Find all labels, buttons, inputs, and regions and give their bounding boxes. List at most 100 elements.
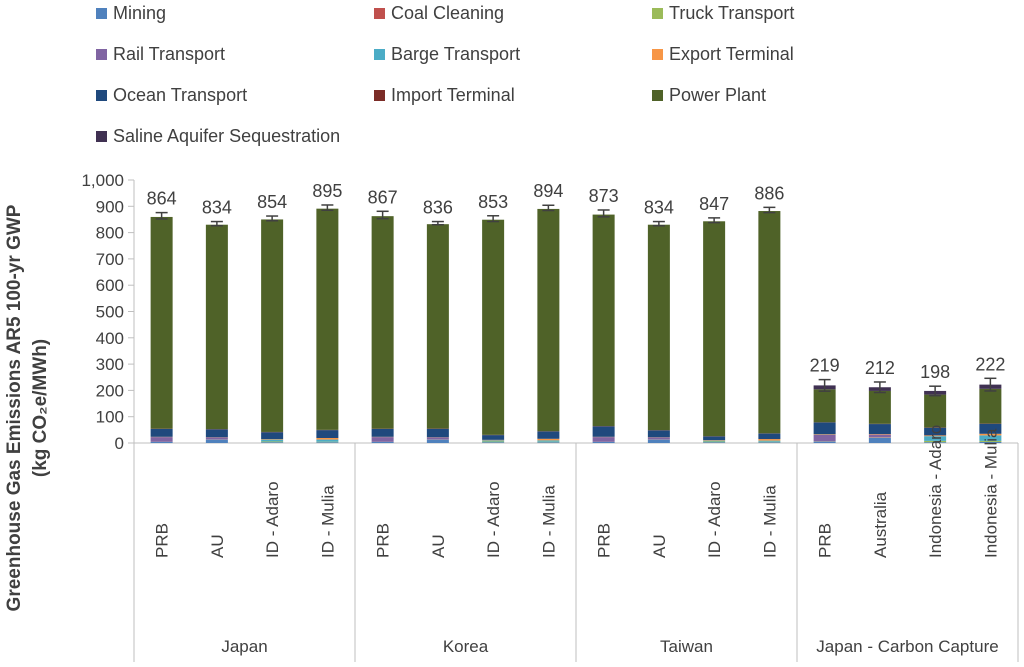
data-label-total: 873 — [589, 186, 619, 206]
legend-swatch — [96, 49, 107, 60]
bar-segment-ocean-transport — [758, 434, 780, 440]
bar-segment-power-plant — [979, 389, 1001, 424]
data-label-total: 867 — [368, 187, 398, 207]
legend-label: Mining — [113, 3, 166, 23]
legend-label: Barge Transport — [391, 44, 520, 64]
bar-segment-barge-transport — [537, 440, 559, 441]
bar-segment-rail-transport — [206, 437, 228, 439]
bar-segment-rail-transport — [372, 437, 394, 442]
bar-segment-ocean-transport — [482, 435, 504, 440]
bar-segment-rail-transport — [648, 437, 670, 439]
bar-segment-mining — [372, 442, 394, 443]
bar-segment-barge-transport — [316, 440, 338, 442]
group-label: Taiwan — [660, 637, 713, 656]
bar-segment-mining — [869, 438, 891, 443]
bar-segment-export-terminal — [869, 434, 891, 435]
category-label: AU — [208, 534, 227, 558]
y-tick-label: 100 — [96, 408, 124, 427]
data-label-total: 895 — [312, 181, 342, 201]
legend-swatch — [96, 131, 107, 142]
legend-swatch — [652, 49, 663, 60]
y-tick-label: 800 — [96, 224, 124, 243]
bar-segment-power-plant — [814, 389, 836, 422]
category-label: AU — [650, 534, 669, 558]
data-label-total: 212 — [865, 358, 895, 378]
y-tick-label: 900 — [96, 197, 124, 216]
bar-segment-rail-transport — [151, 437, 173, 442]
category-label: ID - Adaro — [263, 481, 282, 558]
y-tick-label: 600 — [96, 276, 124, 295]
bar-segment-barge-transport — [482, 440, 504, 441]
bar-segment-ocean-transport — [593, 426, 615, 437]
bar-segment-truck-transport — [316, 442, 338, 443]
bar-segment-ocean-transport — [869, 424, 891, 434]
bar-segment-barge-transport — [703, 441, 725, 442]
bar-segment-ocean-transport — [537, 431, 559, 438]
legend-label: Import Terminal — [391, 85, 515, 105]
bar-segment-mining — [206, 440, 228, 443]
bar-segment-power-plant — [648, 225, 670, 430]
legend-swatch — [96, 8, 107, 19]
bar-segment-power-plant — [427, 224, 449, 428]
data-label-total: 847 — [699, 194, 729, 214]
category-label: PRB — [153, 523, 172, 558]
category-label: PRB — [816, 523, 835, 558]
data-label-total: 853 — [478, 192, 508, 212]
bar-segment-export-terminal — [814, 434, 836, 435]
bar-segment-mining — [261, 442, 283, 443]
y-tick-label: 500 — [96, 303, 124, 322]
category-label: ID - Mulia — [539, 485, 558, 558]
bar-segment-truck-transport — [482, 441, 504, 442]
group-label: Japan — [221, 637, 267, 656]
bar-segment-mining — [316, 442, 338, 443]
category-label: ID - Mulia — [318, 485, 337, 558]
data-label-total: 836 — [423, 198, 453, 218]
bar-segment-power-plant — [924, 395, 946, 428]
y-axis-title-units: (kg CO₂e/MWh) — [30, 339, 51, 477]
bar-segment-power-plant — [372, 216, 394, 429]
category-label: ID - Adaro — [484, 481, 503, 558]
y-axis-title: Greenhouse Gas Emissions AR5 100-yr GWP — [4, 204, 25, 611]
bar-segment-ocean-transport — [648, 430, 670, 437]
bar-segment-ocean-transport — [427, 429, 449, 437]
bar-segment-truck-transport — [537, 442, 559, 443]
group-label: Korea — [443, 637, 489, 656]
y-tick-label: 300 — [96, 355, 124, 374]
legend-swatch — [374, 90, 385, 101]
category-label: Indonesia - Mulia — [981, 428, 1000, 558]
bar-segment-export-terminal — [758, 439, 780, 441]
legend-swatch — [652, 90, 663, 101]
bar-segment-mining — [151, 442, 173, 443]
bar-segment-rail-transport — [869, 435, 891, 438]
bar-segment-mining — [537, 442, 559, 443]
y-tick-label: 400 — [96, 329, 124, 348]
bar-segment-export-terminal — [316, 438, 338, 440]
legend-label: Truck Transport — [669, 3, 794, 23]
legend-swatch — [374, 49, 385, 60]
data-label-total: 886 — [754, 183, 784, 203]
bar-segment-power-plant — [316, 209, 338, 430]
legend-label: Rail Transport — [113, 44, 225, 64]
legend-label: Ocean Transport — [113, 85, 247, 105]
bar-segment-ocean-transport — [316, 430, 338, 438]
bar-segment-mining — [703, 442, 725, 443]
bar-segment-power-plant — [593, 215, 615, 426]
bar-segment-ocean-transport — [206, 429, 228, 437]
bar-segment-power-plant — [703, 221, 725, 436]
bar-segment-barge-transport — [261, 440, 283, 442]
category-label: Australia — [871, 491, 890, 558]
data-label-total: 834 — [202, 198, 232, 218]
bar-segment-export-terminal — [537, 439, 559, 441]
legend-swatch — [652, 8, 663, 19]
category-label: AU — [429, 534, 448, 558]
bar-segment-mining — [758, 442, 780, 443]
bar-segment-mining — [814, 442, 836, 443]
bar-segment-barge-transport — [758, 441, 780, 442]
legend-label: Coal Cleaning — [391, 3, 504, 23]
bar-segment-export-terminal — [261, 439, 283, 440]
bar-segment-mining — [482, 442, 504, 443]
bar-segment-truck-transport — [703, 441, 725, 442]
bar-segment-power-plant — [151, 217, 173, 429]
